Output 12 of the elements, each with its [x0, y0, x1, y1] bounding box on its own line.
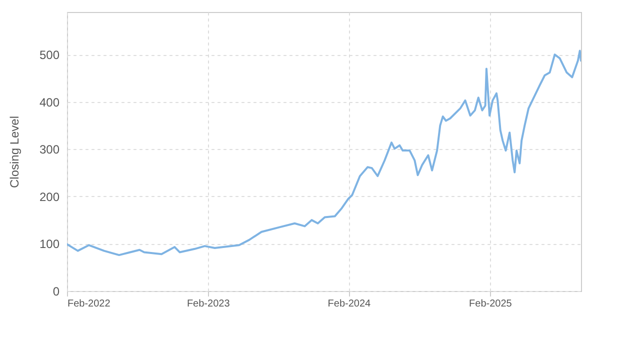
y-tick-label: 300: [39, 142, 60, 157]
y-tick-label: 100: [39, 237, 60, 252]
x-tick-label: Feb-2023: [186, 298, 230, 310]
x-tick-label: Feb-2025: [469, 298, 512, 310]
x-tick-label: Feb-2022: [68, 298, 111, 310]
y-tick-label: 400: [39, 95, 60, 110]
x-tick-label: Feb-2024: [328, 298, 372, 310]
y-axis-title: Closing Level: [7, 116, 22, 188]
line-series: [67, 50, 581, 256]
y-tick-label: 0: [52, 284, 60, 298]
y-tick-label: 500: [39, 48, 60, 62]
y-tick-label: 200: [39, 190, 60, 204]
